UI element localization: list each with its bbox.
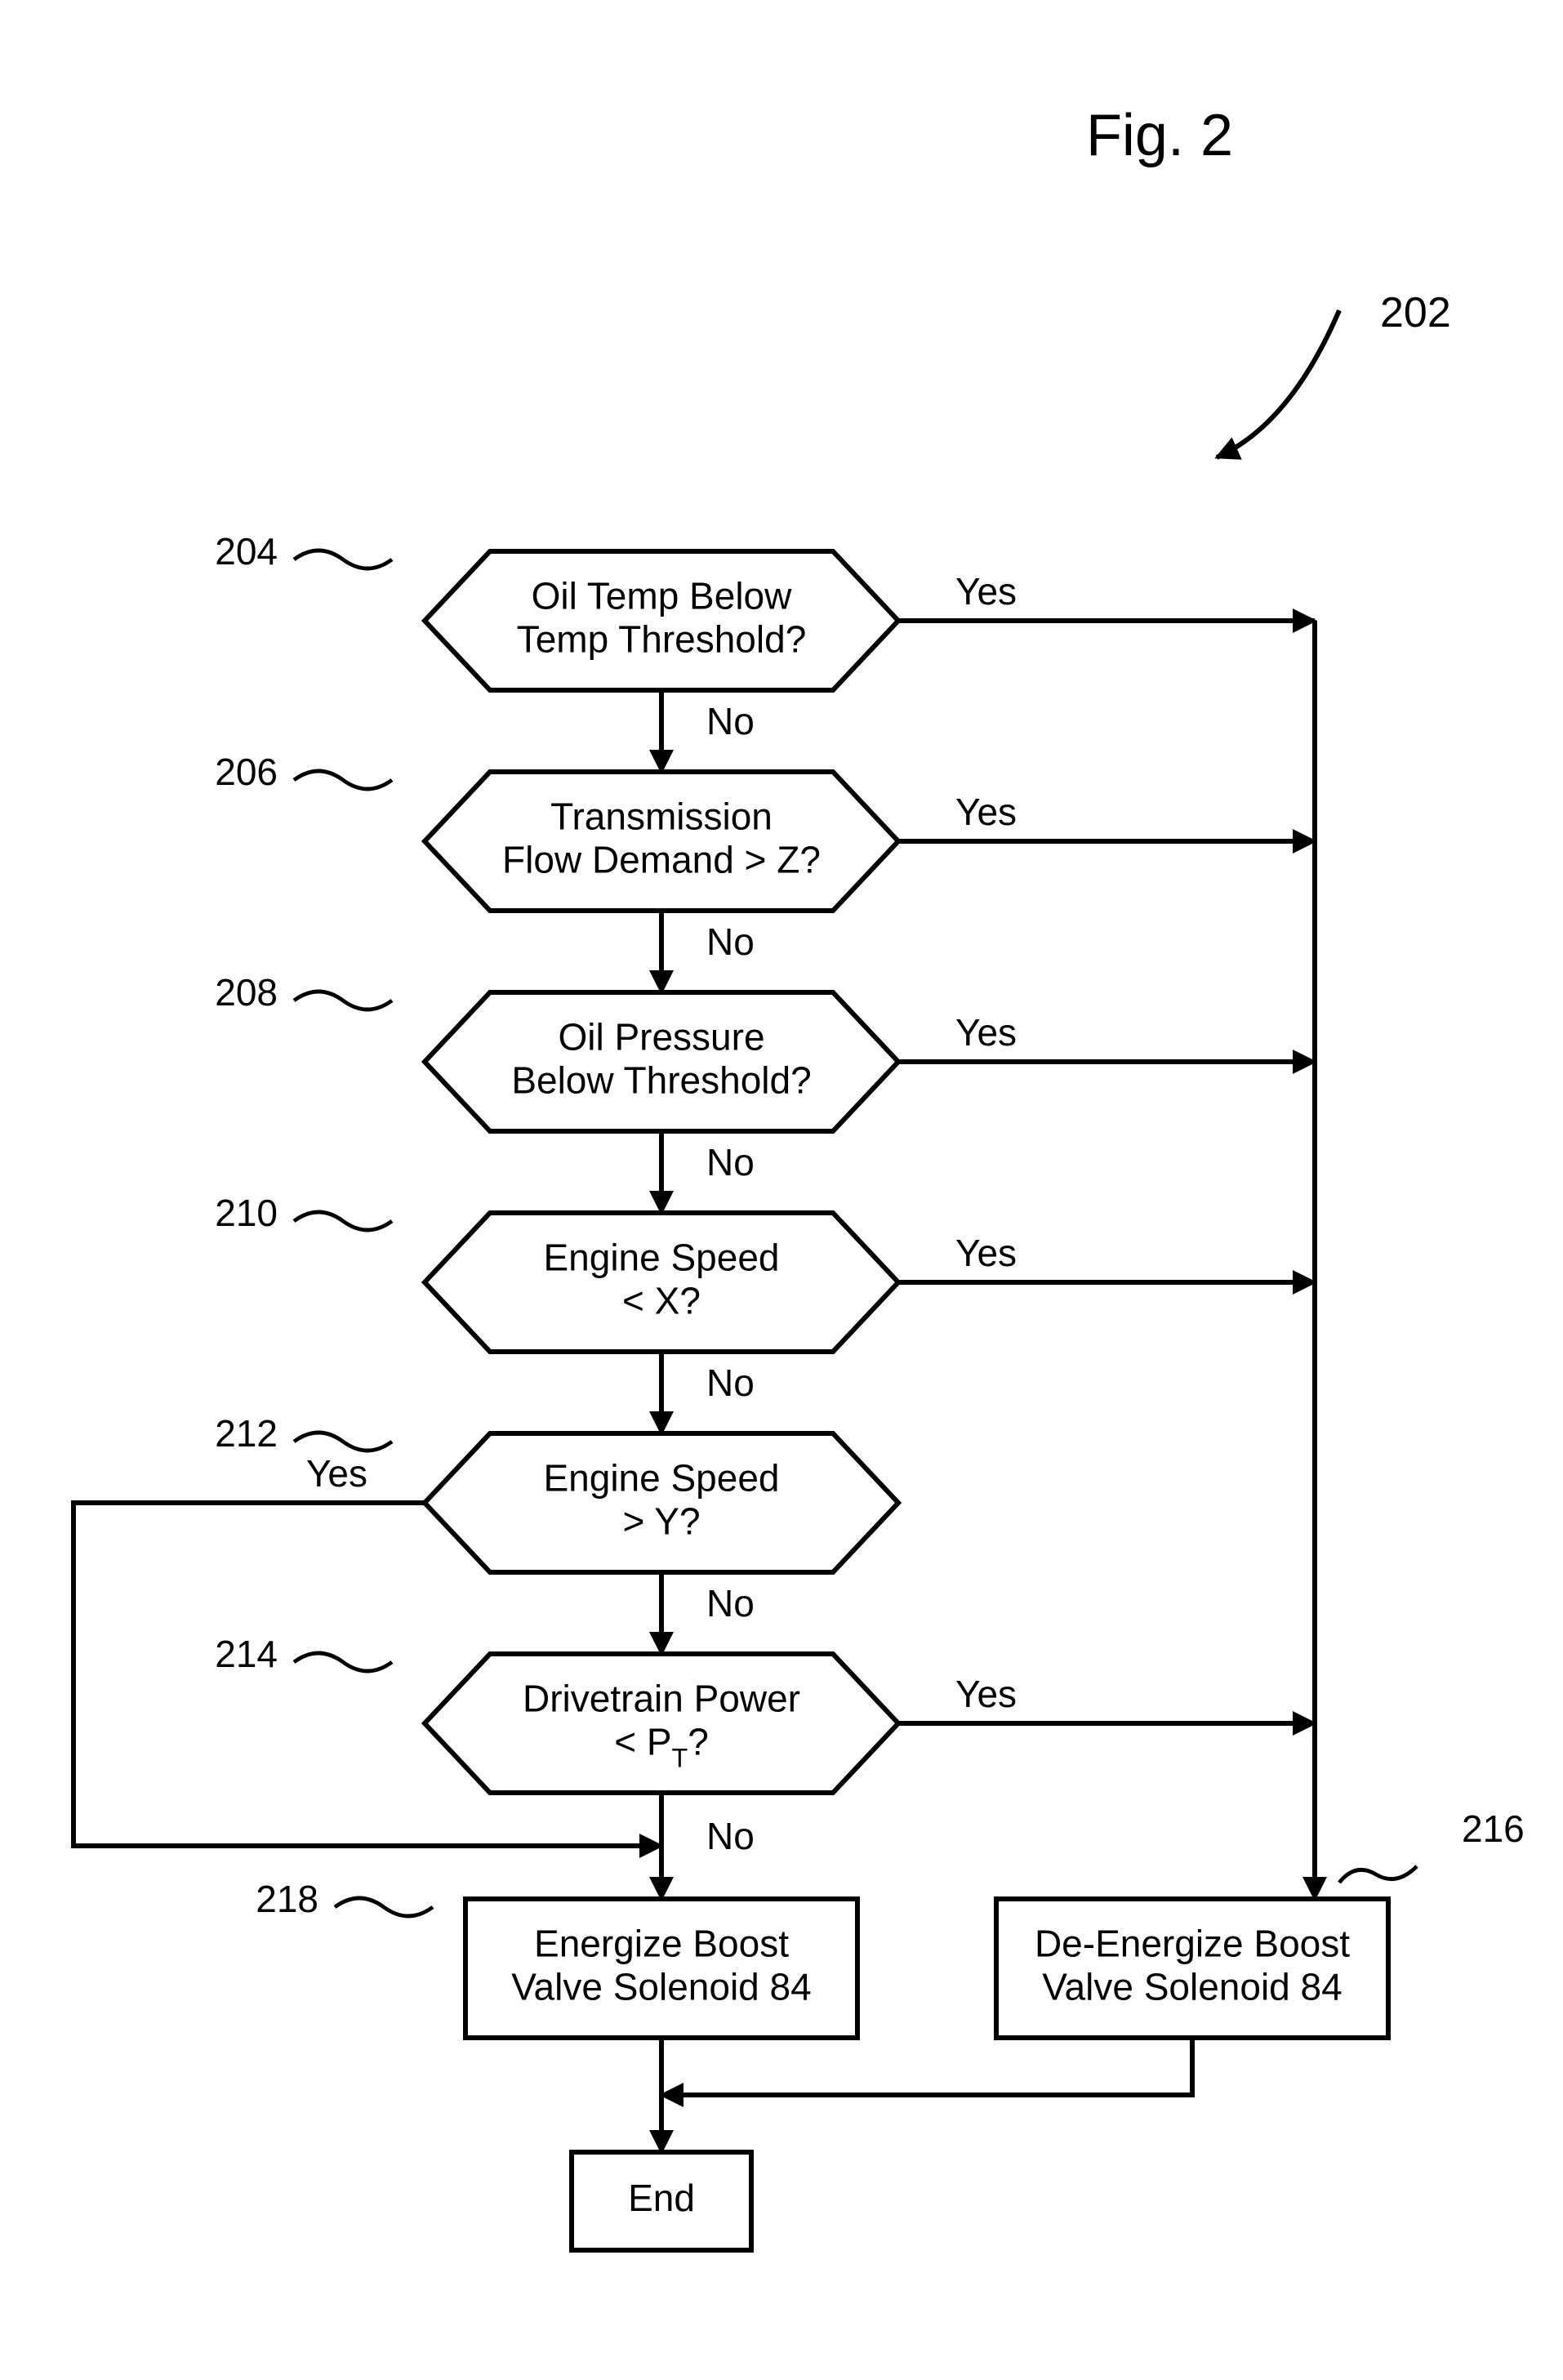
decision-text-204: Temp Threshold? [517,618,807,661]
ref-214: 214 [215,1633,278,1675]
decision-text-210: < X? [622,1280,701,1322]
ref-204: 204 [215,530,278,573]
ref-leader [294,992,392,1009]
decision-text-210: Engine Speed [543,1237,779,1279]
ref-leader [1339,1866,1417,1883]
process-text-218: Energize Boost [534,1923,789,1965]
label-yes: Yes [306,1452,367,1495]
arrow-216-merge [661,2038,1192,2095]
decision-text-214: Drivetrain Power [523,1678,800,1720]
ref-210: 210 [215,1192,278,1234]
label-no: No [706,1141,755,1183]
label-yes: Yes [955,1232,1017,1274]
label-no: No [706,920,755,963]
ref-208: 208 [215,971,278,1014]
decision-text-212: Engine Speed [543,1457,779,1500]
label-no: No [706,1362,755,1404]
decision-text-208: Below Threshold? [511,1059,811,1102]
ref-leader [294,1653,392,1671]
decision-text-204: Oil Temp Below [532,575,793,617]
decision-text-212: > Y? [622,1500,700,1543]
flow-number: 202 [1380,289,1451,336]
ref-leader [294,771,392,789]
process-text-218: Valve Solenoid 84 [511,1966,811,2008]
label-no: No [706,1582,755,1625]
label-no: No [706,1815,755,1857]
label-yes: Yes [955,570,1017,613]
label-no: No [706,700,755,742]
decision-text-208: Oil Pressure [558,1016,764,1059]
decision-text-206: Flow Demand > Z? [502,839,821,881]
ref-206: 206 [215,751,278,793]
figure-label: Fig. 2 [1086,103,1233,168]
ref-218: 218 [256,1878,318,1920]
process-text-216: De-Energize Boost [1035,1923,1350,1965]
decision-text-206: Transmission [550,796,773,838]
flow-arrow [1217,310,1339,457]
end-text: End [628,2177,695,2219]
label-yes: Yes [955,791,1017,833]
ref-216: 216 [1462,1807,1525,1850]
ref-leader [294,550,392,568]
label-yes: Yes [955,1011,1017,1054]
ref-leader [294,1433,392,1451]
ref-212: 212 [215,1412,278,1455]
ref-leader [294,1212,392,1230]
process-text-216: Valve Solenoid 84 [1042,1966,1342,2008]
label-yes: Yes [955,1673,1017,1715]
ref-leader [335,1898,433,1916]
